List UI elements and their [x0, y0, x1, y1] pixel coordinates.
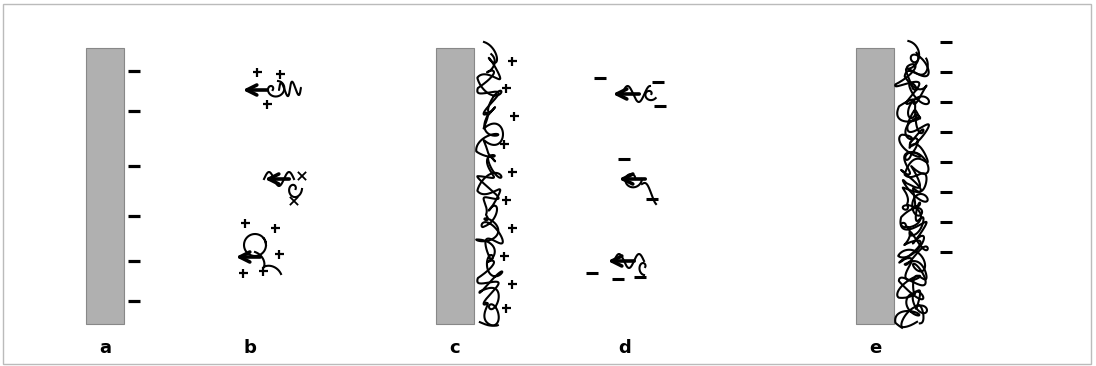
Text: d: d: [618, 339, 631, 357]
Text: e: e: [869, 339, 881, 357]
Text: b: b: [243, 339, 256, 357]
Text: a: a: [99, 339, 111, 357]
Text: c: c: [449, 339, 460, 357]
Bar: [85, 48, 124, 324]
Bar: [436, 48, 473, 324]
Bar: [856, 48, 894, 324]
